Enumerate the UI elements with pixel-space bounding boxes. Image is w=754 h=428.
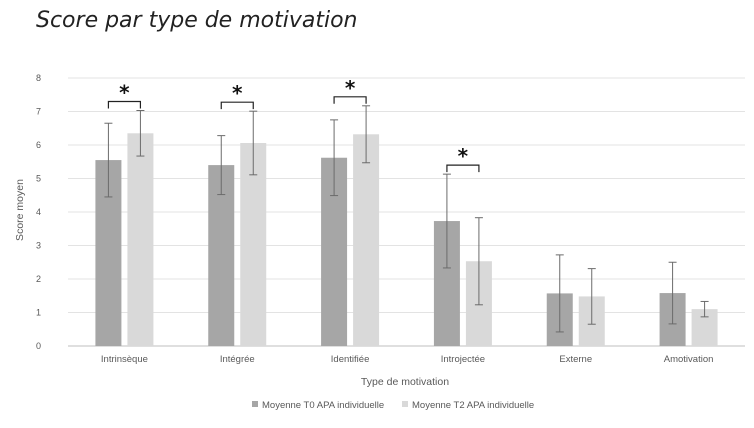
y-tick-label: 7: [36, 107, 41, 117]
x-axis-categories: Intrinsèque Intégrée Identifiée Introjectée…: [101, 354, 713, 365]
y-tick-label: 2: [36, 274, 41, 284]
legend-swatch: [252, 401, 258, 407]
bar-t2: [127, 133, 154, 346]
bar-t2: [240, 142, 267, 346]
chart-title: Score par type de motivation: [36, 8, 358, 33]
grid-lines: [68, 77, 745, 347]
y-tick-label: 6: [36, 140, 41, 150]
significance-star: *: [119, 80, 130, 104]
x-category-label: Amotivation: [664, 354, 714, 365]
significance-star: *: [345, 76, 356, 100]
significance-markers: * * * *: [107, 76, 480, 173]
bars: [95, 133, 718, 346]
x-category-label: Introjectée: [441, 354, 485, 365]
x-category-label: Intégrée: [220, 354, 255, 365]
significance-star: *: [232, 81, 243, 105]
significance-bracket: [446, 164, 480, 173]
y-tick-label: 4: [36, 207, 41, 217]
y-axis-title: Score moyen: [14, 179, 26, 241]
y-tick-label: 5: [36, 174, 41, 184]
bar-t2: [353, 134, 380, 346]
y-tick-label: 8: [36, 73, 41, 83]
x-category-label: Intrinsèque: [101, 354, 148, 365]
error-bars: [104, 105, 709, 333]
y-axis-ticks: 0 1 2 3 4 5 6 7 8: [36, 73, 41, 351]
legend: Moyenne T0 APA individuelle Moyenne T2 AP…: [252, 400, 534, 411]
significance-star: *: [458, 144, 469, 168]
y-tick-label: 1: [36, 308, 41, 318]
legend-label: Moyenne T0 APA individuelle: [262, 400, 384, 411]
x-axis-title: Type de motivation: [361, 376, 449, 388]
significance-bracket: [107, 100, 142, 109]
x-category-label: Identifiée: [331, 354, 370, 365]
legend-label: Moyenne T2 APA individuelle: [412, 400, 534, 411]
legend-swatch: [402, 401, 408, 407]
significance-bracket: [220, 101, 254, 110]
y-tick-label: 3: [36, 241, 41, 251]
bar-t0: [208, 165, 235, 346]
significance-bracket: [333, 96, 367, 104]
y-tick-label: 0: [36, 341, 41, 351]
x-category-label: Externe: [559, 354, 592, 365]
